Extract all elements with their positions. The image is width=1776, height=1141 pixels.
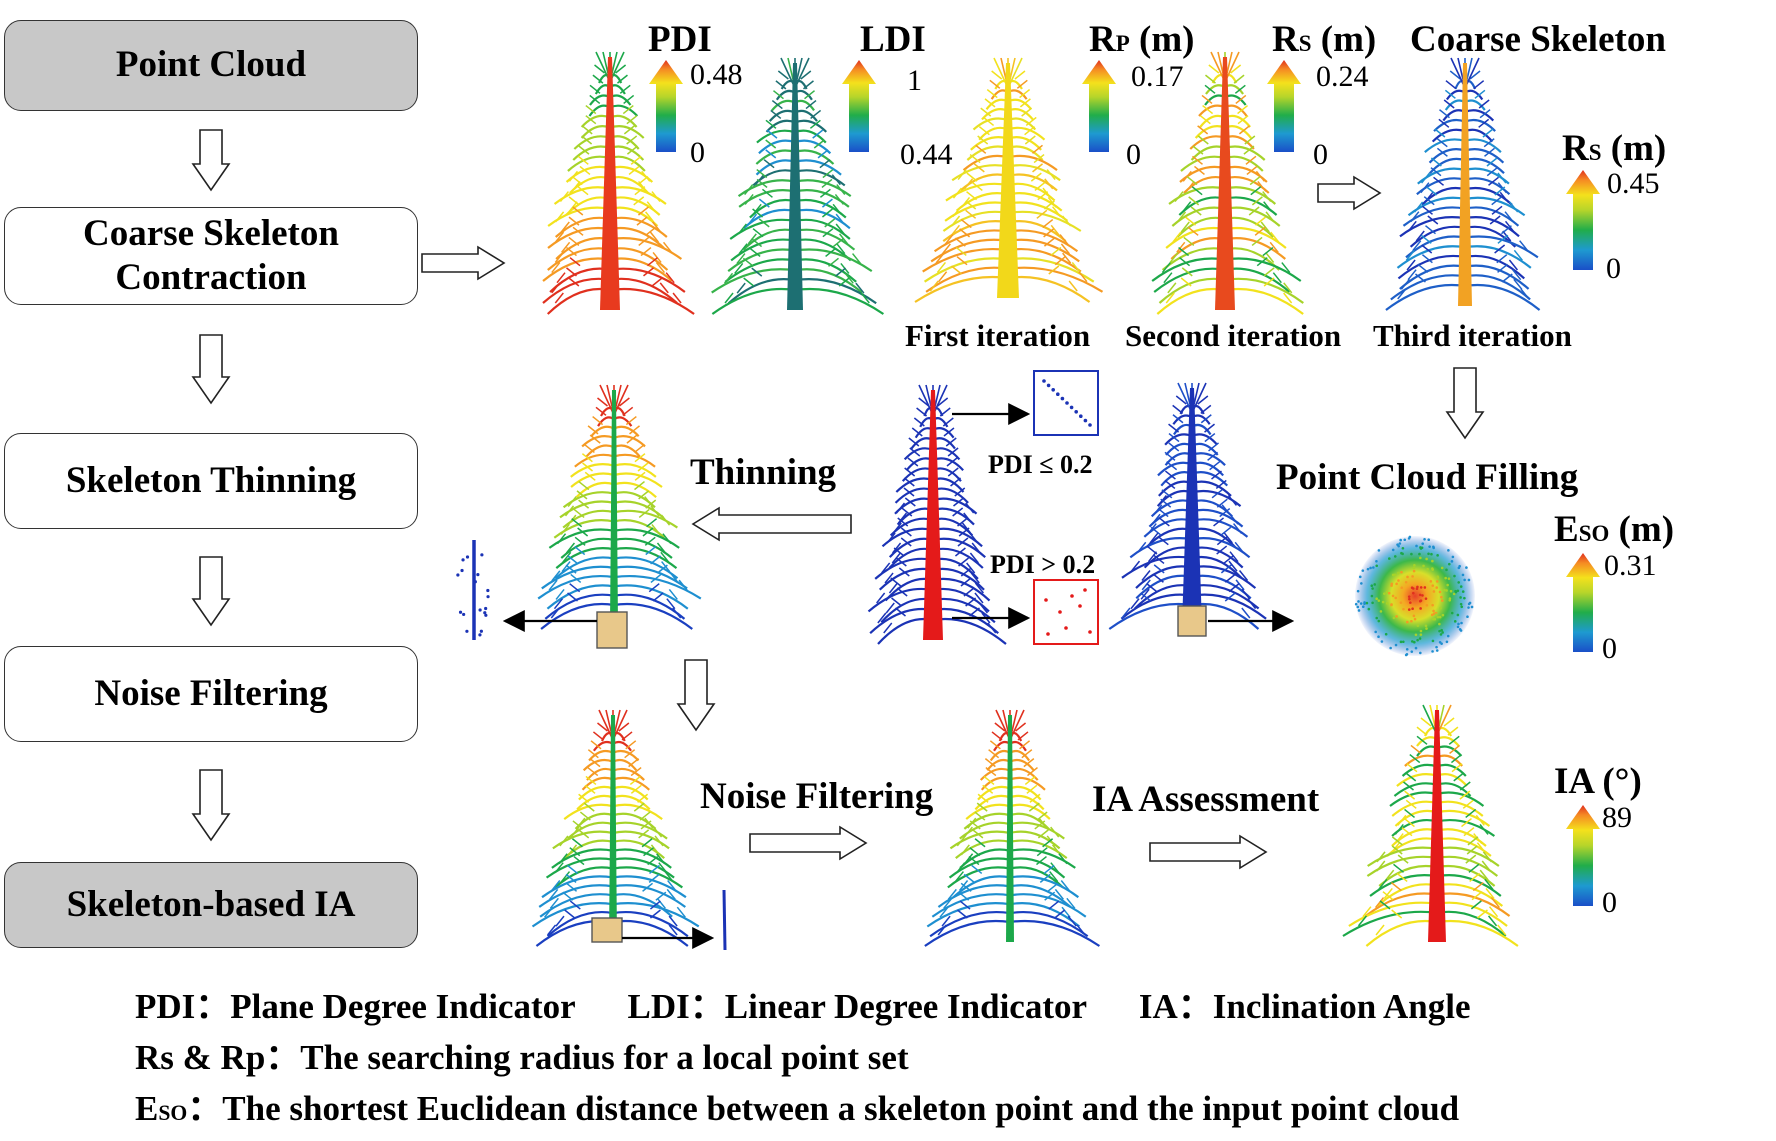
hollow-arrow-right-icon [749,825,868,861]
trunk-base-box [596,611,628,649]
rp-min: 0 [1126,138,1141,171]
second-iteration-label: Second iteration [1125,318,1342,353]
legend-line-2: Rs & Rp：The searching radius for a local… [135,1038,909,1077]
hollow-arrow-down-icon [191,129,231,192]
pdi-high-label: PDI > 0.2 [990,550,1096,579]
legend-line-1: PDI：Plane Degree Indicator LDI：Linear De… [135,987,1471,1026]
point-cloud-filling-label: Point Cloud Filling [1276,457,1579,498]
ia-assessment-label: IA Assessment [1092,779,1320,820]
hollow-arrow-down-icon [191,334,231,405]
colorbar-arrow-icon [649,60,683,152]
flow-step-coarse-skeleton: Coarse Skeleton Contraction [4,207,418,305]
eso-min: 0 [1602,632,1617,665]
flow-step-skeleton-ia: Skeleton-based IA [4,862,418,948]
high-pdi-plot [1033,579,1099,645]
flow-step-noise-filtering: Noise Filtering [4,646,418,742]
trunk-base-box [1177,605,1207,637]
rs-max: 0.24 [1316,60,1369,93]
tree-pdi-split [867,384,1007,645]
flow-step-point-cloud: Point Cloud [4,20,418,111]
hollow-arrow-down-icon [676,659,716,732]
hollow-arrow-down-icon [191,556,231,627]
ia-min: 0 [1602,886,1617,919]
ldi-title: LDI [860,19,926,60]
eso-title: ESO (m) [1554,509,1675,550]
noise-filtering-label: Noise Filtering [700,776,934,817]
tree-thinning-result [537,384,702,630]
noise-trunk-closeup [722,889,727,951]
colorbar-arrow-icon [1566,553,1600,652]
tree-first-iteration [914,57,1104,303]
tree-ldi [711,57,885,315]
colorbar-arrow-icon [1566,170,1600,270]
rs-min: 0 [1313,138,1328,171]
colorbar-arrow-icon [1267,60,1301,152]
tree-before-noise [531,709,700,947]
thinning-label: Thinning [690,452,837,493]
hollow-arrow-down-icon [191,769,231,842]
hollow-arrow-right-icon [1149,834,1268,870]
pdi-title: PDI [648,19,712,60]
first-iteration-label: First iteration [905,318,1091,353]
eso-point-disk [1354,535,1475,657]
eso-max: 0.31 [1604,549,1657,582]
coarse-rs-max: 0.45 [1607,167,1660,200]
pdi-low-label: PDI ≤ 0.2 [988,450,1093,479]
pdi-max: 0.48 [690,58,743,91]
tree-blue-skeleton [1108,382,1267,630]
third-iteration-label: Third iteration [1373,318,1572,353]
rp-title: RP (m) [1089,19,1195,60]
trunk-base-box [591,917,623,943]
ldi-max: 1 [907,64,922,97]
ldi-min: 0.44 [900,138,953,171]
colorbar-arrow-icon [842,60,876,152]
rp-max: 0.17 [1131,60,1184,93]
tree-third-iteration [1385,57,1541,311]
ia-max: 89 [1602,801,1632,834]
hollow-arrow-right-icon [1317,175,1382,211]
tree-pdi [542,51,695,315]
hollow-arrow-left-icon [691,506,852,542]
tree-after-noise [924,709,1101,947]
tree-second-iteration [1151,51,1304,315]
ia-title: IA (°) [1554,761,1642,802]
colorbar-arrow-icon [1566,805,1600,906]
coarse-rs-title: RS (m) [1562,128,1667,169]
hollow-arrow-down-icon [1445,367,1485,440]
colorbar-arrow-icon [1082,60,1116,152]
hollow-arrow-right-icon [421,245,506,281]
pdi-min: 0 [690,136,705,169]
rs-title: RS (m) [1272,19,1377,60]
coarse-skeleton-title: Coarse Skeleton [1410,19,1666,60]
legend-line-3: ESO：The shortest Euclidean distance betw… [135,1089,1460,1128]
coarse-rs-min: 0 [1606,252,1621,285]
tree-ia-result [1342,704,1519,947]
flow-step-skeleton-thinning: Skeleton Thinning [4,433,418,529]
